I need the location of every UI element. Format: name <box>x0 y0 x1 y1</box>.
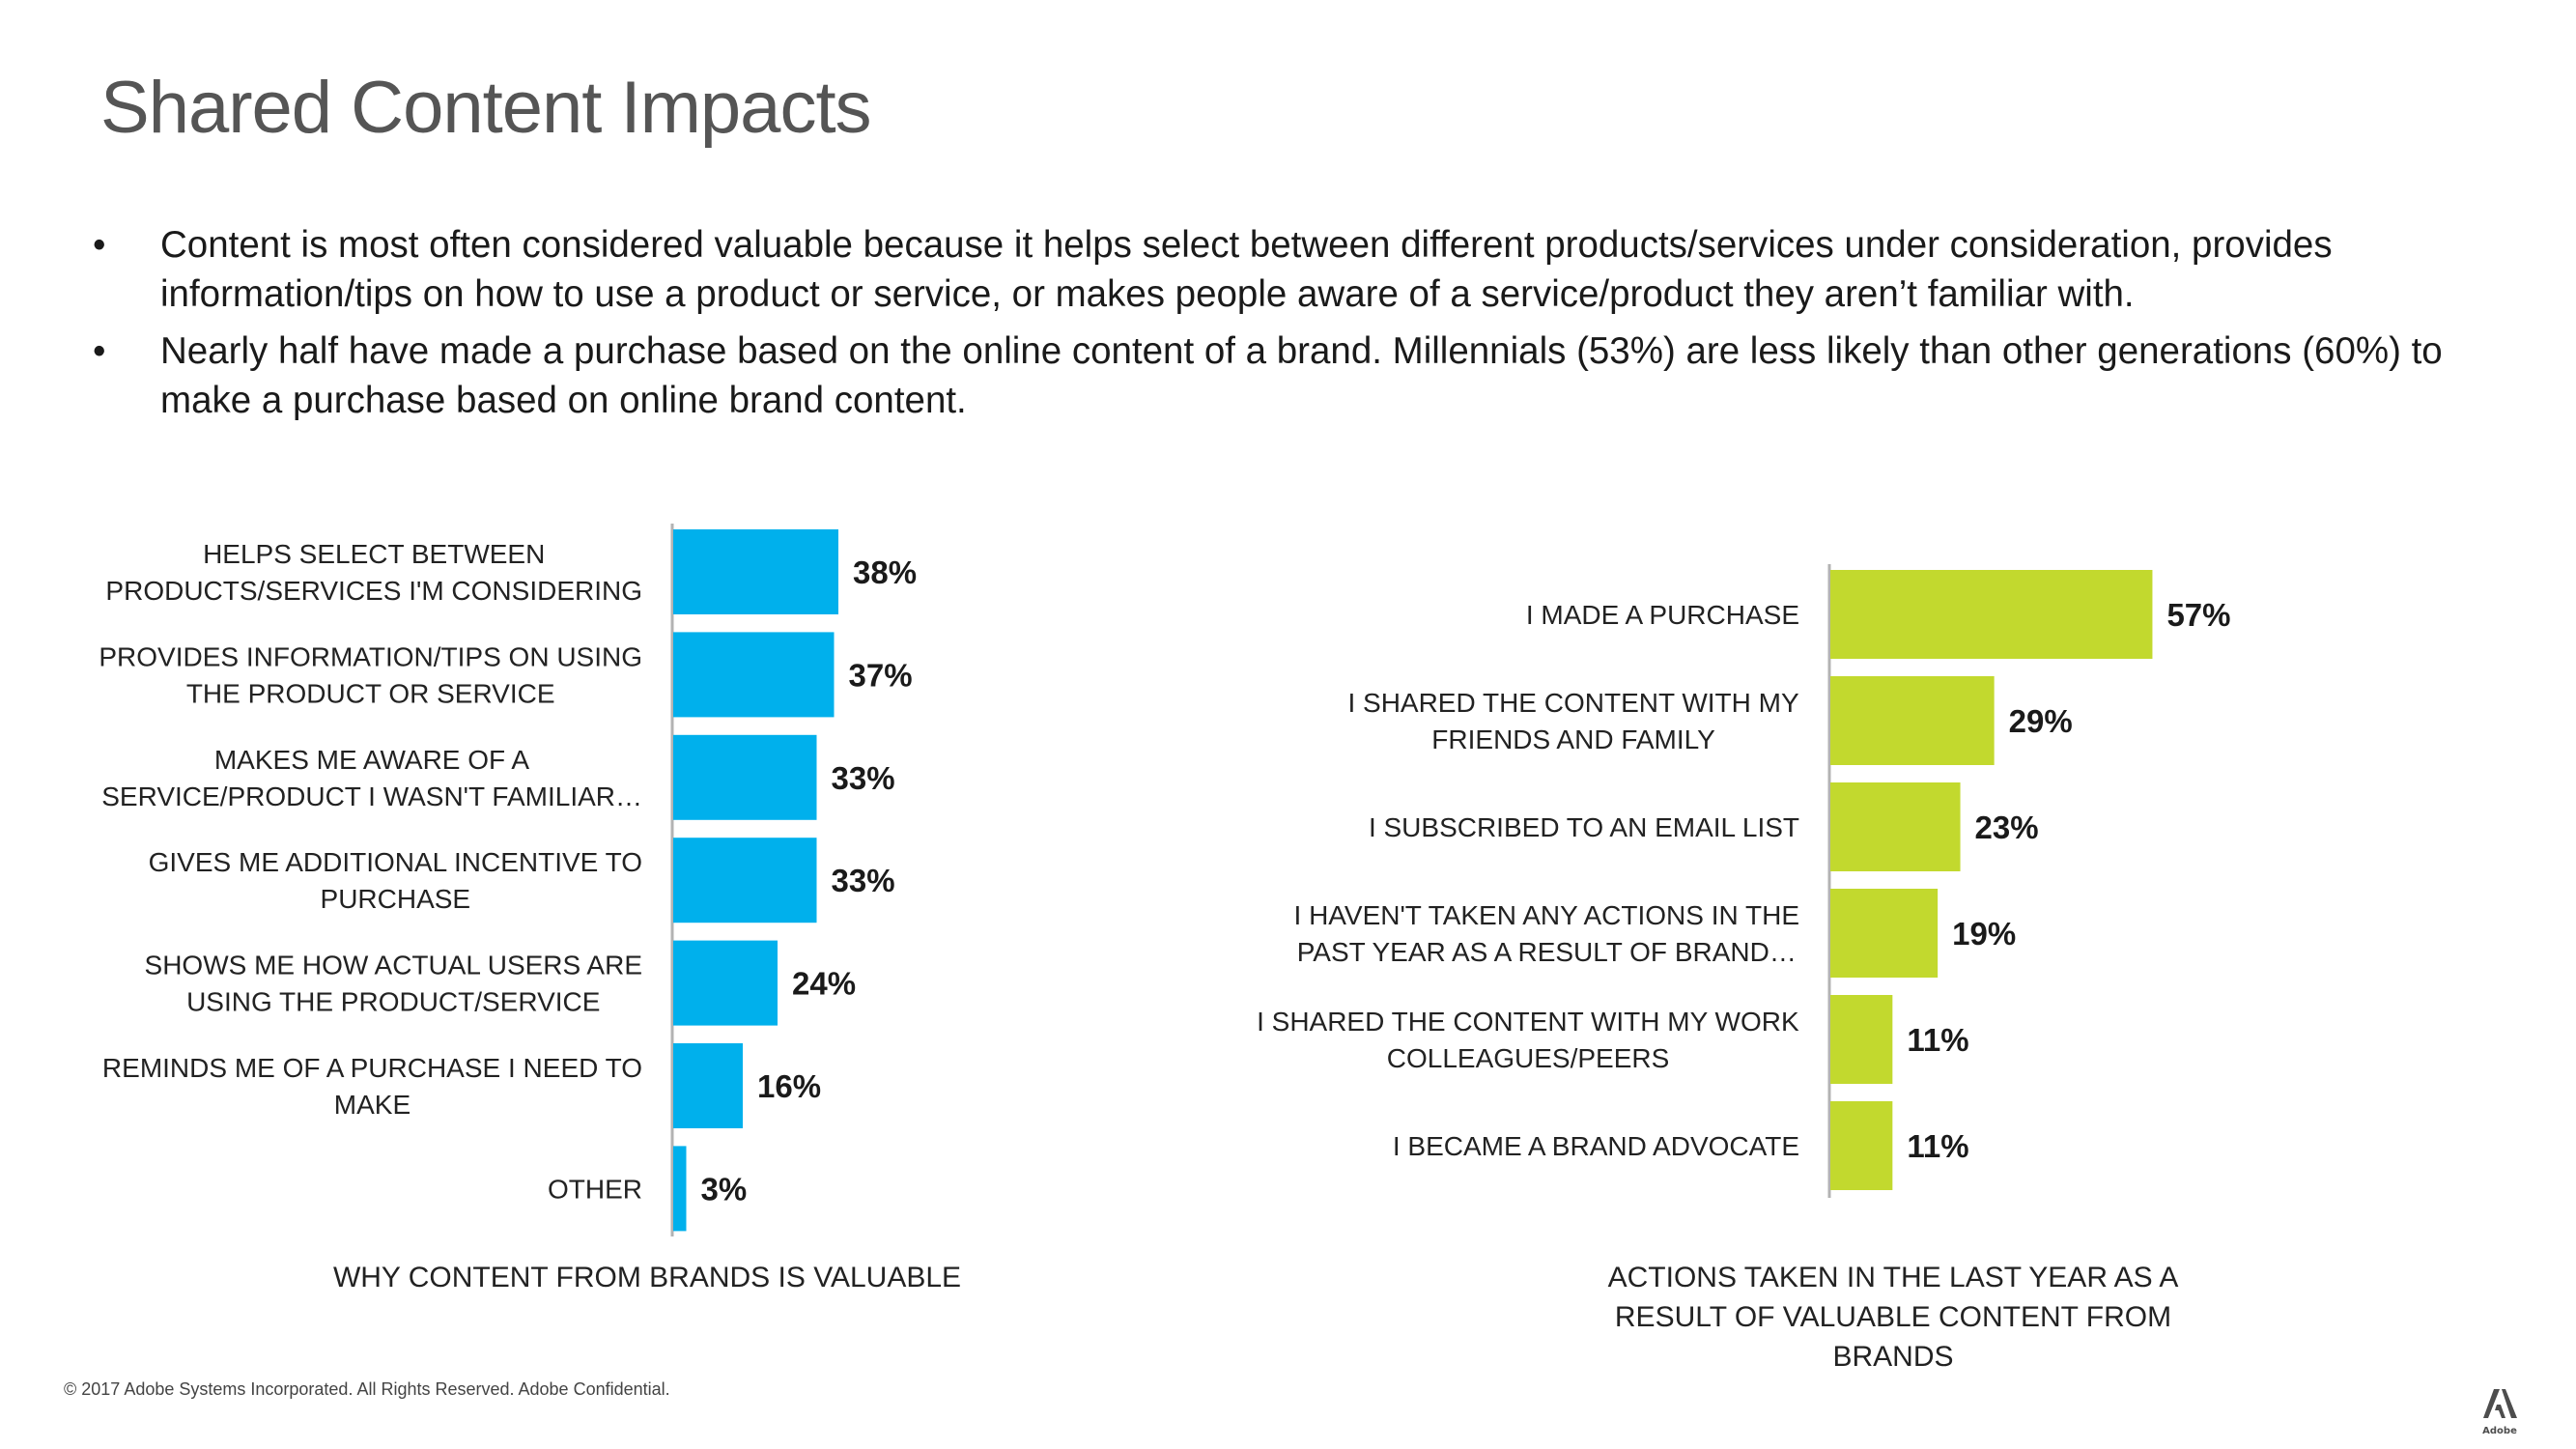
slide-title: Shared Content Impacts <box>100 67 872 149</box>
chart-1-category-label: GIVES ME ADDITIONAL INCENTIVE TO <box>149 847 642 877</box>
bullet-item: • Nearly half have made a purchase based… <box>93 327 2488 425</box>
chart-2-category-label: I MADE A PURCHASE <box>1526 600 1799 630</box>
chart-2-value-label: 19% <box>1952 916 2016 952</box>
chart-1-category-label: SHOWS ME HOW ACTUAL USERS ARE <box>145 951 642 980</box>
chart-1-bar <box>673 1043 743 1128</box>
bullet-text: Content is most often considered valuabl… <box>160 224 2333 315</box>
chart-2-bar <box>1830 570 2153 659</box>
chart-1-category-label: PURCHASE <box>321 884 471 914</box>
chart-1-category-label: PROVIDES INFORMATION/TIPS ON USING <box>99 641 642 671</box>
chart-1-value-label: 33% <box>832 760 895 796</box>
chart-1-category-label: SERVICE/PRODUCT I WASN'T FAMILIAR… <box>101 781 642 811</box>
chart-2-category-label: FRIENDS AND FAMILY <box>1431 724 1715 754</box>
chart-1-category-label: OTHER <box>548 1174 642 1204</box>
chart-2-category-label: PAST YEAR AS A RESULT OF BRAND… <box>1297 937 1797 967</box>
bullet-list: • Content is most often considered valua… <box>93 220 2488 433</box>
chart-2-bar <box>1830 995 1893 1084</box>
logo-wordmark: Adobe <box>2482 1426 2517 1436</box>
chart-1-category-label: REMINDS ME OF A PURCHASE I NEED TO <box>102 1053 642 1083</box>
chart-1-value-label: 24% <box>792 966 856 1002</box>
bullet-marker: • <box>93 330 106 372</box>
chart-1-bar <box>673 734 817 820</box>
chart-2-bar <box>1830 1101 1893 1190</box>
chart-2-category-label: I SHARED THE CONTENT WITH MY WORK <box>1257 1007 1799 1037</box>
chart-1-value-label: 37% <box>849 657 913 693</box>
chart-2-category-label: I BECAME A BRAND ADVOCATE <box>1393 1131 1799 1161</box>
chart-1-value-label: 38% <box>853 554 917 590</box>
chart-2-value-label: 57% <box>2166 597 2230 633</box>
chart-1-category-label: PRODUCTS/SERVICES I'M CONSIDERING <box>105 576 642 606</box>
bullet-marker: • <box>93 224 106 266</box>
bullet-text: Nearly half have made a purchase based o… <box>160 330 2443 421</box>
chart-2-title-line: RESULT OF VALUABLE CONTENT FROM <box>1614 1301 2172 1333</box>
chart-1-value-label: 33% <box>832 863 895 898</box>
chart-1-category-label: USING THE PRODUCT/SERVICE <box>186 987 600 1017</box>
chart-2-title-line: BRANDS <box>1832 1341 1954 1373</box>
chart-1-bar <box>673 838 817 923</box>
chart-2-bar <box>1830 676 1995 765</box>
chart-2-value-label: 11% <box>1907 1128 1968 1164</box>
chart-1-bar <box>673 1146 687 1232</box>
chart-1-category-label: THE PRODUCT OR SERVICE <box>186 678 555 708</box>
chart-1-bar <box>673 529 838 614</box>
chart-2-value-label: 23% <box>1975 810 2039 845</box>
chart-2-bar <box>1830 782 1961 871</box>
chart-1-category-label: HELPS SELECT BETWEEN <box>203 539 545 569</box>
chart-2-category-label: I SHARED THE CONTENT WITH MY <box>1347 688 1799 718</box>
chart-1-value-label: 16% <box>757 1068 821 1104</box>
chart-2-category-label: COLLEAGUES/PEERS <box>1387 1043 1670 1073</box>
chart-1-title: WHY CONTENT FROM BRANDS IS VALUABLE <box>332 1262 962 1293</box>
chart-2-bar <box>1830 889 1939 978</box>
copyright-footer: © 2017 Adobe Systems Incorporated. All R… <box>64 1379 670 1399</box>
adobe-logo-icon: Adobe <box>2478 1383 2521 1437</box>
chart-2-title: ACTIONS TAKEN IN THE LAST YEAR AS A RESU… <box>1565 1258 2222 1377</box>
bullet-item: • Content is most often considered valua… <box>93 220 2488 319</box>
chart-2-title-line: ACTIONS TAKEN IN THE LAST YEAR AS A <box>1607 1262 2179 1293</box>
chart-1-category-label: MAKES ME AWARE OF A <box>214 745 530 775</box>
chart-2-value-label: 11% <box>1907 1022 1968 1058</box>
chart-1-category-label: MAKE <box>334 1090 410 1120</box>
chart-1-bar <box>673 940 778 1026</box>
chart-1-value-label: 3% <box>701 1171 748 1207</box>
chart-2-category-label: I HAVEN'T TAKEN ANY ACTIONS IN THE <box>1294 900 1799 930</box>
chart-2-category-label: I SUBSCRIBED TO AN EMAIL LIST <box>1369 812 1799 842</box>
chart-2-value-label: 29% <box>2009 703 2073 739</box>
chart-1-bar <box>673 632 835 718</box>
